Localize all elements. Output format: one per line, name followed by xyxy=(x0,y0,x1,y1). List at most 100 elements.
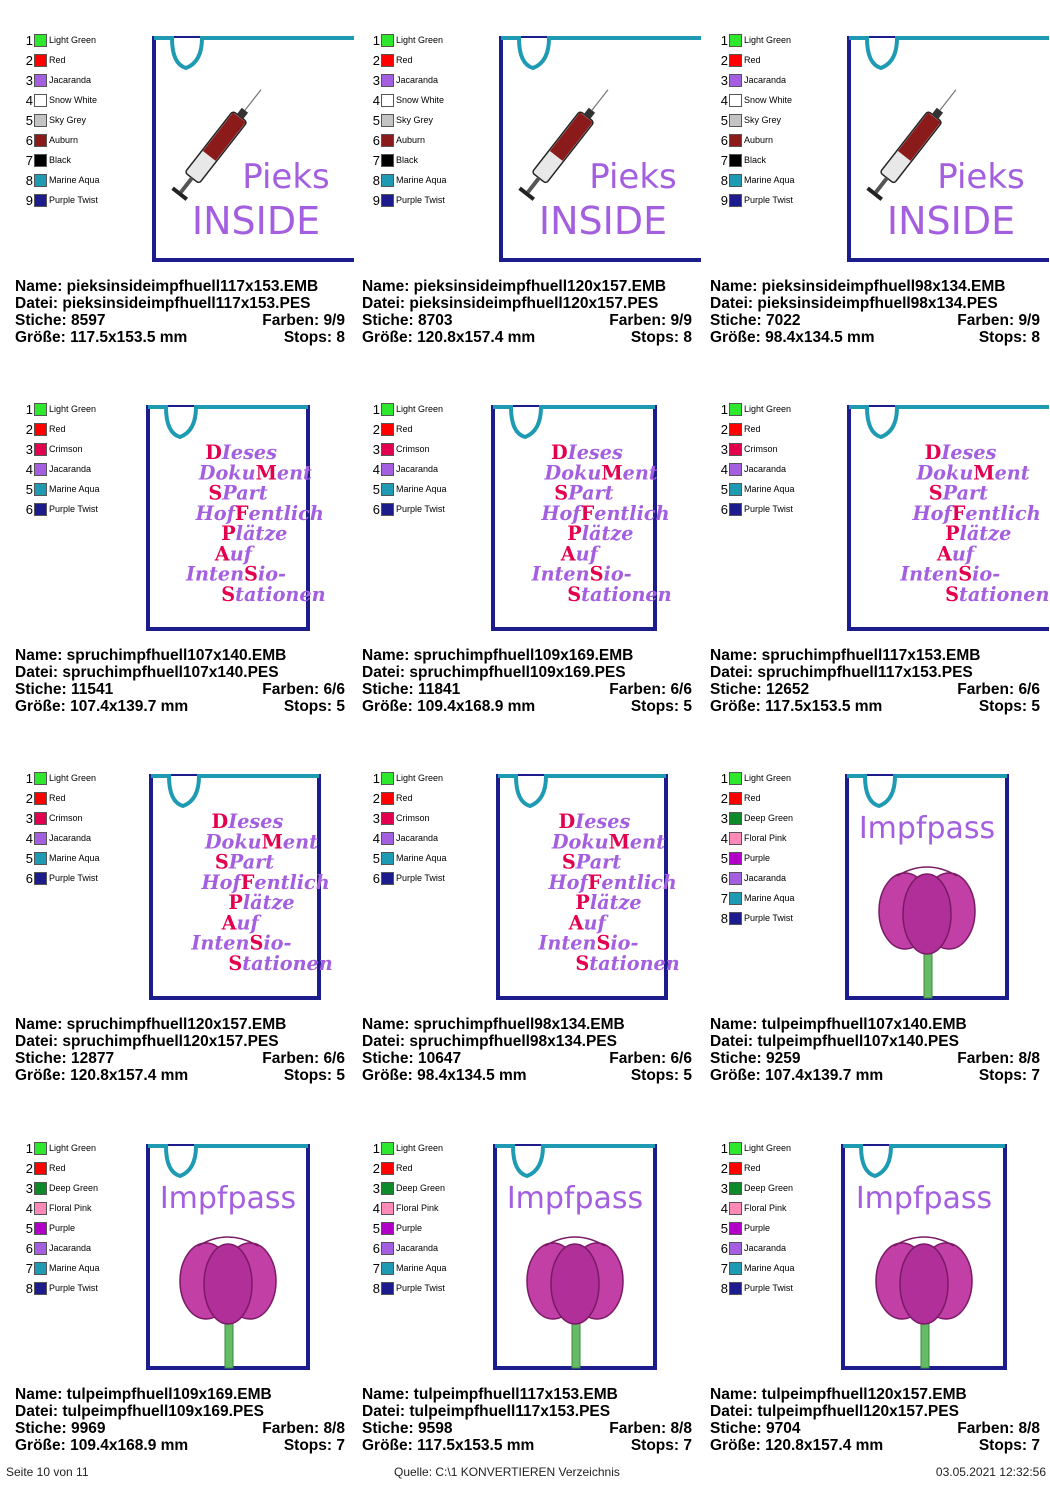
color-swatch xyxy=(381,812,394,825)
design-file: Datei: spruchimpfhuell98x134.PES xyxy=(362,1033,617,1050)
slogan-word: tationen xyxy=(589,952,680,975)
legend-color-name: Red xyxy=(396,1163,413,1173)
design-name: Name: tulpeimpfhuell109x169.EMB xyxy=(15,1386,272,1403)
design-name: Name: tulpeimpfhuell120x157.EMB xyxy=(710,1386,967,1403)
color-swatch xyxy=(34,1182,47,1195)
color-swatch xyxy=(381,463,394,476)
color-swatch xyxy=(34,483,47,496)
source-path: Quelle: C:\1 KONVERTIEREN Verzeichnis xyxy=(394,1465,620,1479)
slogan-capital: S xyxy=(244,563,258,586)
legend-number: 6 xyxy=(372,871,380,886)
legend-number: 9 xyxy=(720,193,728,208)
slogan-word: io- xyxy=(610,932,638,955)
legend-number: 8 xyxy=(720,1281,728,1296)
slogan-line: HofFentlich xyxy=(195,502,324,525)
slogan-capital: A xyxy=(568,911,585,934)
legend-number: 8 xyxy=(25,1281,33,1296)
legend-color-name: Deep Green xyxy=(744,1183,794,1193)
legend-number: 3 xyxy=(25,1181,33,1196)
slogan-word: Ieses xyxy=(574,810,630,833)
slogan-word: tationen xyxy=(235,583,326,606)
slogan-word: lätze xyxy=(236,522,288,545)
slogan-capital: F xyxy=(588,871,602,894)
color-swatch xyxy=(34,174,47,187)
legend-color-name: Auburn xyxy=(49,135,79,145)
legend-number: 4 xyxy=(720,831,728,846)
slogan-word: uf xyxy=(237,911,263,934)
color-count: Farben: 6/6 xyxy=(262,681,345,698)
legend-number: 5 xyxy=(25,851,33,866)
design-text-pieks: Pieks xyxy=(937,157,1025,197)
print-date: 03.05.2021 12:32:56 xyxy=(935,1465,1046,1479)
color-swatch xyxy=(729,792,742,805)
design-preview: DIeses DokuMent SPart HofFentlich Plätze Auf I… xyxy=(136,768,354,1000)
design-name: Name: spruchimpfhuell117x153.EMB xyxy=(710,647,981,664)
slogan-line: HofFentlich xyxy=(200,871,329,894)
slogan-word: io- xyxy=(604,563,632,586)
legend-number: 7 xyxy=(372,1261,380,1276)
color-swatch xyxy=(729,174,742,187)
color-swatch xyxy=(729,154,742,167)
color-count: Farben: 6/6 xyxy=(609,681,692,698)
slogan-line: DIeses xyxy=(205,441,277,464)
color-swatch xyxy=(381,1182,394,1195)
legend-color-name: Marine Aqua xyxy=(49,853,100,863)
slogan-line: DokuMent xyxy=(544,461,658,484)
slogan-line: IntenSio- xyxy=(899,563,1000,586)
slogan-word: io- xyxy=(972,563,1000,586)
legend-number: 2 xyxy=(372,1161,380,1176)
design-svg: Impfpass xyxy=(845,774,1009,1000)
color-swatch xyxy=(729,872,742,885)
legend-color-name: Purple Twist xyxy=(49,873,98,883)
design-info: Name: spruchimpfhuell117x153.EMB Datei: s… xyxy=(710,647,1040,715)
color-swatch xyxy=(34,403,47,416)
slogan-capital: S xyxy=(562,851,576,874)
slogan-line: Plätze xyxy=(945,522,1011,545)
legend-color-name: Auburn xyxy=(396,135,426,145)
design-info: Name: pieksinsideimpfhuell98x134.EMB Date… xyxy=(710,278,1040,346)
legend-number: 7 xyxy=(720,153,728,168)
legend-number: 5 xyxy=(720,482,728,497)
legend-color-name: Deep Green xyxy=(744,813,794,823)
design-svg: DIesesDokuMentSPartHofFentlichPlätzeAufI… xyxy=(847,405,1049,631)
legend-number: 3 xyxy=(372,1181,380,1196)
legend-number: 2 xyxy=(720,53,728,68)
legend-number: 2 xyxy=(25,791,33,806)
slogan-word: lätze xyxy=(960,522,1012,545)
legend-color-name: Purple xyxy=(744,853,771,863)
color-swatch xyxy=(34,503,47,516)
slogan-capital: D xyxy=(925,441,942,464)
design-card: 1 Light Green 2 Red 3 Crimson 4 Jacaranda 5 Marin… xyxy=(15,399,345,759)
design-name: Name: tulpeimpfhuell107x140.EMB xyxy=(710,1016,967,1033)
legend-number: 3 xyxy=(25,811,33,826)
legend-color-name: Marine Aqua xyxy=(396,484,447,494)
slogan-capital: S xyxy=(567,583,581,606)
legend-number: 3 xyxy=(720,73,728,88)
legend-number: 8 xyxy=(720,911,728,926)
color-swatch xyxy=(34,134,47,147)
color-swatch xyxy=(381,154,394,167)
notch-edge xyxy=(495,1144,655,1179)
legend-color-name: Jacaranda xyxy=(396,1243,439,1253)
color-swatch xyxy=(729,194,742,207)
color-swatch xyxy=(729,852,742,865)
color-swatch xyxy=(729,54,742,67)
legend-number: 4 xyxy=(25,93,33,108)
legend-color-name: Purple Twist xyxy=(49,1283,98,1293)
legend-number: 6 xyxy=(372,133,380,148)
slogan-capital: A xyxy=(936,542,953,565)
legend-number: 9 xyxy=(25,193,33,208)
legend-color-name: Floral Pink xyxy=(396,1203,439,1213)
legend-number: 2 xyxy=(372,422,380,437)
legend-color-name: Jacaranda xyxy=(396,833,439,843)
stitch-count: Stiche: 9969 xyxy=(15,1420,106,1437)
stitch-count: Stiche: 7022 xyxy=(710,312,801,329)
legend-number: 7 xyxy=(720,891,728,906)
color-swatch xyxy=(729,1182,742,1195)
legend-color-name: Red xyxy=(49,1163,66,1173)
color-swatch xyxy=(729,1202,742,1215)
color-swatch xyxy=(34,94,47,107)
design-info: Name: spruchimpfhuell98x134.EMB Datei: sp… xyxy=(362,1016,692,1084)
legend-color-name: Marine Aqua xyxy=(49,1263,100,1273)
legend-color-name: Black xyxy=(49,155,72,165)
